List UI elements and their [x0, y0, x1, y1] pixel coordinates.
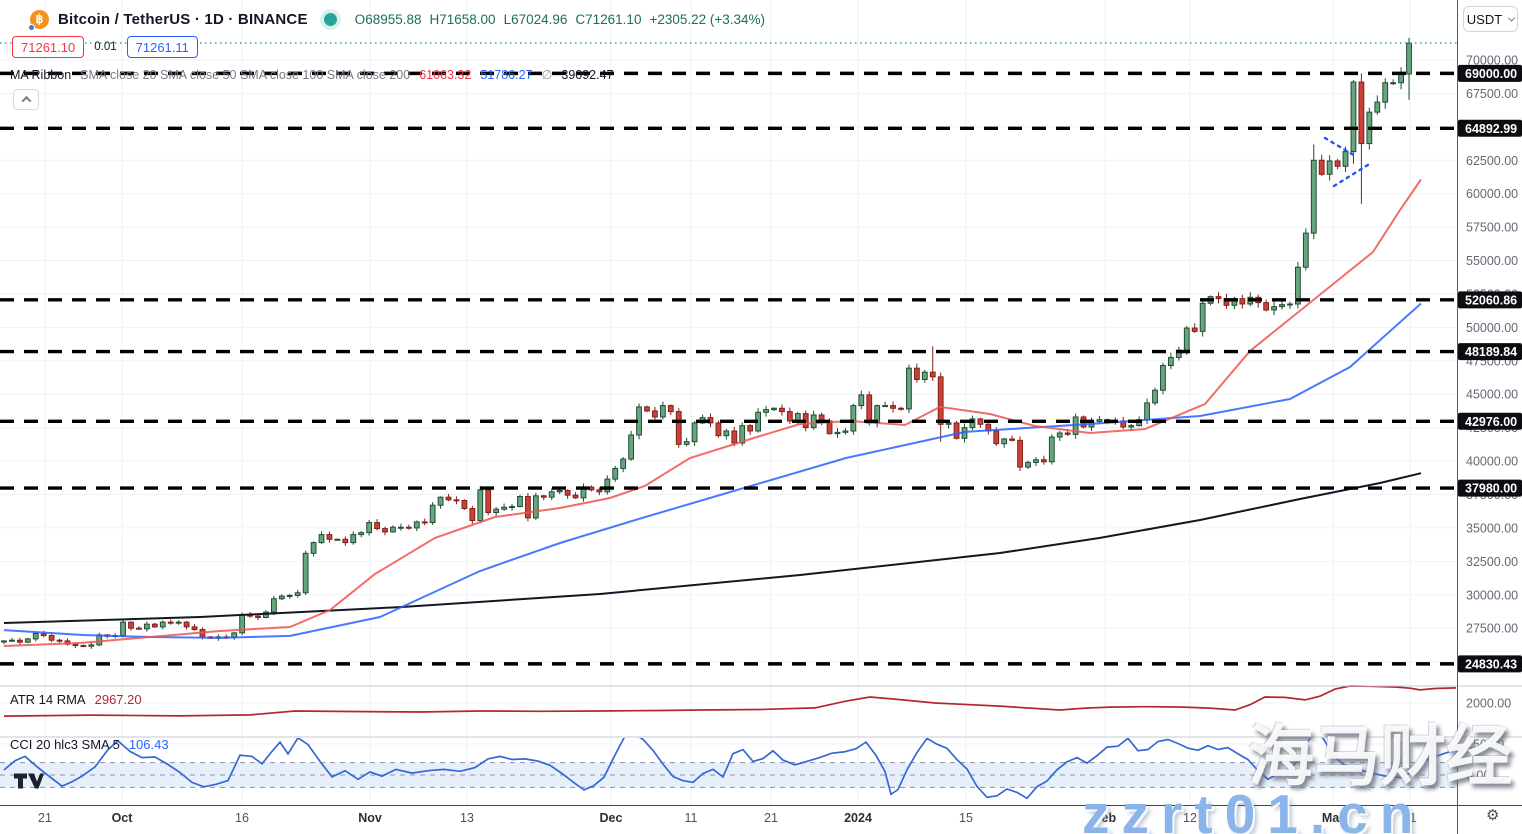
svg-text:2024: 2024 [844, 811, 872, 825]
bid-ask-row: 71261.10 0.01 71261.11 [12, 36, 198, 58]
svg-text:35000.00: 35000.00 [1466, 521, 1518, 535]
svg-text:2000.00: 2000.00 [1466, 697, 1511, 711]
svg-text:Feb: Feb [1094, 811, 1117, 825]
open-value: 68955.88 [365, 11, 422, 27]
cci-title: CCI 20 hlc3 SMA 5 [10, 737, 120, 752]
price-level-chip: 24830.43 [1458, 655, 1522, 673]
svg-text:48189.84: 48189.84 [1465, 345, 1517, 359]
svg-text:27500.00: 27500.00 [1466, 622, 1518, 636]
change-value: +2305.22 (+3.34%) [649, 11, 766, 27]
price-level-chip: 69000.00 [1458, 64, 1522, 82]
svg-text:21: 21 [38, 811, 52, 825]
svg-text:69000.00: 69000.00 [1465, 67, 1517, 81]
svg-text:57500.00: 57500.00 [1466, 221, 1518, 235]
svg-text:40000.00: 40000.00 [1466, 455, 1518, 469]
pennant-drawing[interactable] [1323, 136, 1373, 188]
ma-ribbon-params: SMA close 20 SMA close 50 SMA close 100 … [80, 67, 411, 82]
svg-text:50000.00: 50000.00 [1466, 321, 1518, 335]
symbol-header: ฿ Bitcoin / TetherUS · 1D · BINANCE O689… [28, 8, 766, 31]
spread-value: 0.01 [94, 41, 117, 53]
svg-text:24830.43: 24830.43 [1465, 657, 1517, 671]
currency-selector[interactable]: USDT [1463, 6, 1518, 32]
sma50-line [3, 302, 1422, 639]
svg-text:0.00: 0.00 [1466, 769, 1490, 783]
collapse-legend-button[interactable] [13, 89, 39, 110]
atr-value: 2967.20 [94, 692, 142, 707]
svg-text:11: 11 [685, 811, 698, 825]
atr-line [3, 685, 1457, 717]
svg-text:21: 21 [764, 811, 778, 825]
sma200-line [3, 472, 1422, 624]
atr-legend[interactable]: ATR 14 RMA 2967.20 [10, 692, 142, 707]
close-value: 71261.10 [585, 11, 642, 27]
price-scale[interactable]: 70000.0067500.0065000.0062500.0060000.00… [1458, 54, 1522, 783]
sell-price-button[interactable]: 71261.10 [12, 36, 85, 58]
svg-text:37980.00: 37980.00 [1465, 482, 1517, 496]
sma20-value: 61063.32 [419, 67, 472, 82]
svg-text:45000.00: 45000.00 [1466, 388, 1518, 402]
market-status-dot-icon[interactable] [323, 12, 337, 26]
price-level-chip: 64892.99 [1458, 119, 1522, 137]
atr-title: ATR 14 RMA [10, 692, 86, 707]
price-level-chip: 48189.84 [1458, 343, 1522, 361]
svg-text:15: 15 [959, 811, 973, 825]
svg-text:12: 12 [1183, 811, 1197, 825]
svg-text:Oct: Oct [112, 811, 134, 825]
svg-text:Mar: Mar [1322, 811, 1344, 825]
sma100-value: ∅ [541, 68, 553, 82]
svg-text:70000.00: 70000.00 [1466, 54, 1518, 68]
svg-text:250.00: 250.00 [1466, 738, 1504, 752]
sma20-line [3, 178, 1422, 647]
svg-text:16: 16 [235, 811, 249, 825]
sma200-value: 39092.47 [561, 67, 614, 82]
cci-line [3, 738, 1457, 800]
chevron-down-icon [1508, 14, 1516, 22]
svg-text:52060.86: 52060.86 [1465, 293, 1517, 307]
svg-text:Nov: Nov [358, 811, 382, 825]
svg-text:60000.00: 60000.00 [1466, 187, 1518, 201]
high-value: 71658.00 [439, 11, 496, 27]
currency-label: USDT [1466, 11, 1503, 27]
grid-lines [0, 0, 1457, 805]
bitcoin-logo-icon: ฿ [28, 9, 49, 31]
svg-text:62500.00: 62500.00 [1466, 154, 1518, 168]
cci-legend[interactable]: CCI 20 hlc3 SMA 5 106.43 [10, 737, 169, 752]
price-level-chip: 42976.00 [1458, 412, 1522, 430]
svg-text:32500.00: 32500.00 [1466, 555, 1518, 569]
svg-text:11: 11 [1404, 811, 1417, 825]
svg-text:67500.00: 67500.00 [1466, 87, 1518, 101]
cci-value: 106.43 [128, 737, 169, 752]
chevron-up-icon [21, 95, 31, 106]
svg-text:13: 13 [460, 811, 474, 825]
svg-text:64892.99: 64892.99 [1465, 122, 1517, 136]
low-value: 67024.96 [511, 11, 568, 27]
cci-band [0, 762, 1457, 788]
price-level-chip: 37980.00 [1458, 479, 1522, 497]
price-level-chip: 52060.86 [1458, 291, 1522, 309]
svg-text:55000.00: 55000.00 [1466, 254, 1518, 268]
symbol-title[interactable]: Bitcoin / TetherUS · 1D · BINANCE [58, 10, 308, 28]
ma-ribbon-legend[interactable]: MA Ribbon SMA close 20 SMA close 50 SMA … [10, 67, 614, 83]
svg-text:30000.00: 30000.00 [1466, 588, 1518, 602]
price-level-lines[interactable] [0, 71, 1457, 666]
svg-text:Dec: Dec [600, 811, 623, 825]
buy-price-button[interactable]: 71261.11 [126, 36, 198, 58]
ma-ribbon-title: MA Ribbon [10, 67, 72, 82]
time-scale[interactable]: 21 Oct 16 Nov 13 Dec 11 21 2024 15 Feb 12 Mar 11 [38, 811, 1416, 825]
ohlc-values: O68955.88 H71658.00 L67024.96 C71261.10 … [354, 11, 766, 27]
svg-text:42976.00: 42976.00 [1465, 415, 1517, 429]
sma50-value: 51786.27 [480, 67, 533, 82]
gear-icon[interactable]: ⚙ [1486, 807, 1500, 824]
tradingview-logo-icon[interactable] [14, 772, 44, 790]
